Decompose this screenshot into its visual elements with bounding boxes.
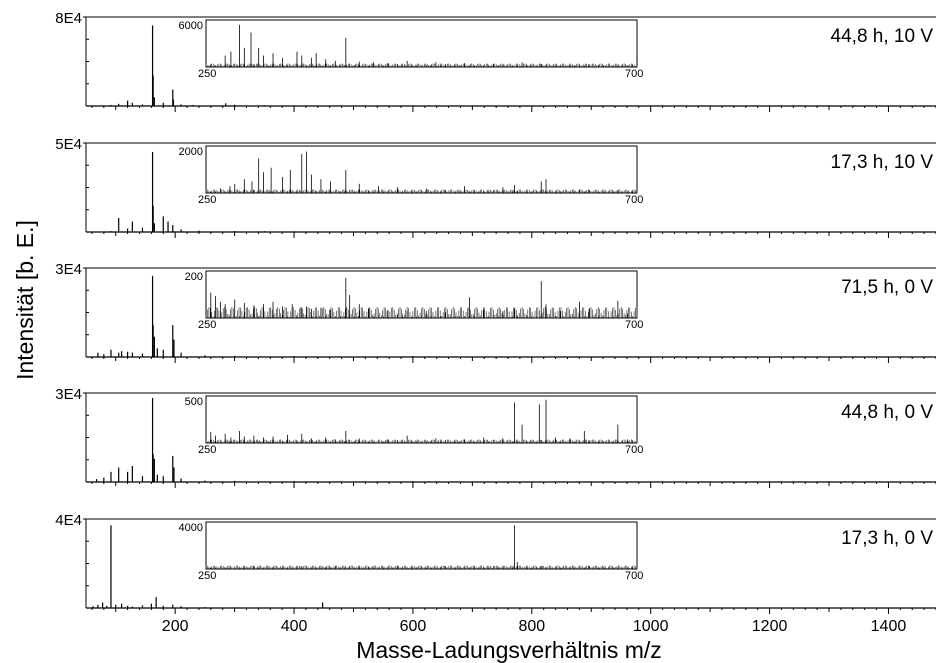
inset-noise: [205, 439, 638, 443]
inset-noise: [205, 189, 638, 193]
y-max-label: 4E4: [55, 512, 82, 529]
x-tick-label: 600: [400, 618, 427, 635]
inset-frame: [205, 19, 638, 68]
inset-y-max-label: 200: [185, 271, 203, 283]
spectrum-panel: 3E4 71,5 h, 0 V 200 250 700: [55, 261, 936, 363]
inset-y-max-label: 2000: [179, 146, 203, 158]
x-tick-label: 200: [162, 618, 189, 635]
panels: 8E4 44,8 h, 10 V 6000 250 700 5E4 17,3 h, 10 V…: [55, 10, 936, 614]
inset-x-min-label: 250: [198, 319, 216, 331]
y-max-label: 3E4: [55, 386, 82, 403]
inset-x-max-label: 700: [625, 194, 643, 206]
inset-x-max-label: 700: [625, 319, 643, 331]
x-tick-label: 1400: [871, 618, 907, 635]
inset-x-min-label: 250: [198, 194, 216, 206]
spectrum-panel: 3E4 44,8 h, 0 V 500 250 700: [55, 386, 936, 488]
x-tick-label: 800: [518, 618, 545, 635]
inset-plot: 200 250 700: [185, 270, 643, 331]
panel-condition-label: 17,3 h, 0 V: [841, 528, 933, 549]
x-tick-label: 1200: [752, 618, 788, 635]
panel-condition-label: 71,5 h, 0 V: [841, 277, 933, 298]
x-tick-label: 1000: [633, 618, 669, 635]
inset-plot: 6000 250 700: [179, 19, 643, 80]
spectrum-panel: 4E4 17,3 h, 0 V 4000 250 700: [55, 512, 936, 614]
inset-x-max-label: 700: [625, 68, 643, 80]
inset-y-max-label: 500: [185, 396, 203, 408]
inset-noise: [205, 565, 638, 569]
inset-y-max-label: 6000: [179, 20, 203, 32]
x-axis-label: Masse-Ladungsverhältnis m/z: [356, 637, 662, 663]
inset-frame: [205, 395, 638, 444]
spectrum-panel: 5E4 17,3 h, 10 V 2000 250 700: [55, 136, 936, 238]
y-max-label: 5E4: [55, 136, 82, 153]
y-max-label: 8E4: [55, 10, 82, 27]
inset-frame: [205, 145, 638, 194]
inset-x-max-label: 700: [625, 444, 643, 456]
x-tick-label: 400: [281, 618, 308, 635]
inset-plot: 4000 250 700: [179, 521, 643, 582]
inset-frame: [205, 521, 638, 570]
spectrum-panel: 8E4 44,8 h, 10 V 6000 250 700: [55, 10, 936, 112]
inset-plot: 500 250 700: [185, 395, 643, 456]
inset-x-min-label: 250: [198, 570, 216, 582]
x-axis: 200 400 600 800 1000 1200 1400: [162, 618, 907, 635]
y-axis-label: Intensität [b. E.]: [12, 220, 38, 380]
inset-y-max-label: 4000: [179, 522, 203, 534]
inset-plot: 2000 250 700: [179, 145, 643, 206]
inset-x-min-label: 250: [198, 444, 216, 456]
inset-x-max-label: 700: [625, 570, 643, 582]
inset-x-min-label: 250: [198, 68, 216, 80]
panel-condition-label: 17,3 h, 10 V: [831, 152, 934, 173]
y-max-label: 3E4: [55, 261, 82, 278]
panel-condition-label: 44,8 h, 10 V: [831, 26, 934, 47]
panel-condition-label: 44,8 h, 0 V: [841, 402, 933, 423]
